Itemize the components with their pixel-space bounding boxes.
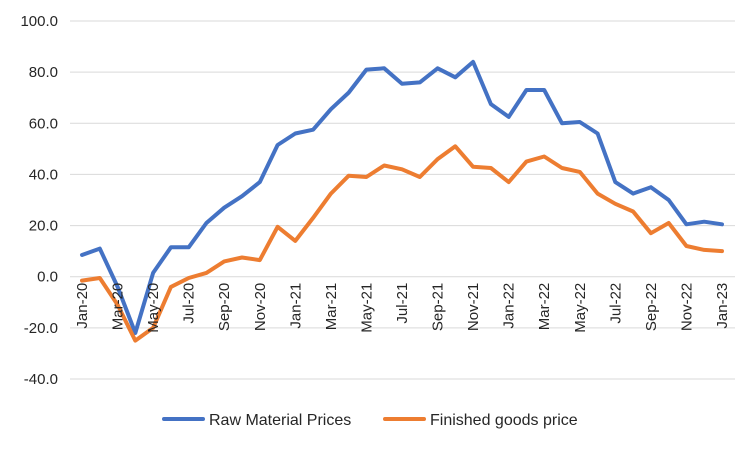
x-tick-label: Sep-21	[430, 283, 447, 331]
x-tick-label: Jan-20	[74, 283, 91, 329]
x-tick-label: Jan-21	[287, 283, 304, 329]
y-tick-label: 100.0	[20, 13, 58, 30]
x-tick-label: Sep-22	[643, 283, 660, 331]
x-tick-label: Mar-20	[110, 283, 127, 331]
x-tick-label: May-21	[358, 283, 375, 333]
x-tick-label: Mar-22	[536, 283, 553, 331]
y-tick-label: -20.0	[24, 320, 58, 337]
y-tick-label: 60.0	[29, 115, 58, 132]
x-tick-label: Jul-21	[394, 283, 411, 324]
y-tick-label: 20.0	[29, 218, 58, 235]
x-tick-label: May-20	[145, 283, 162, 333]
x-tick-label: Jan-22	[501, 283, 518, 329]
x-tick-label: Nov-22	[678, 283, 695, 331]
y-tick-label: 40.0	[29, 166, 58, 183]
x-tick-label: Sep-20	[216, 283, 233, 331]
y-tick-label: 80.0	[29, 64, 58, 81]
y-tick-label: -40.0	[24, 371, 58, 388]
legend-label: Raw Material Prices	[209, 412, 351, 429]
series-line-finished-goods-price	[80, 144, 724, 343]
x-tick-label: Jan-23	[714, 283, 731, 329]
legend-label: Finished goods price	[430, 412, 578, 429]
legend: Raw Material Prices Finished goods price	[162, 412, 578, 429]
series-line-raw-material-prices	[80, 59, 724, 335]
x-axis-tick-labels: Jan-20 Mar-20 May-20 Jul-20 Sep-20 Nov-20 Jan-…	[74, 283, 731, 333]
series-lines	[80, 59, 724, 343]
x-tick-label: Nov-20	[252, 283, 269, 331]
x-tick-label: Jul-20	[181, 283, 198, 324]
gridlines	[70, 20, 735, 380]
y-axis-tick-labels: 100.0 80.0 60.0 40.0 20.0 0.0 -20.0 -40.0	[20, 13, 58, 388]
x-tick-label: Nov-21	[465, 283, 482, 331]
x-tick-label: Mar-21	[323, 283, 340, 331]
x-tick-label: May-22	[572, 283, 589, 333]
y-tick-label: 0.0	[37, 269, 58, 286]
x-tick-label: Jul-22	[607, 283, 624, 324]
